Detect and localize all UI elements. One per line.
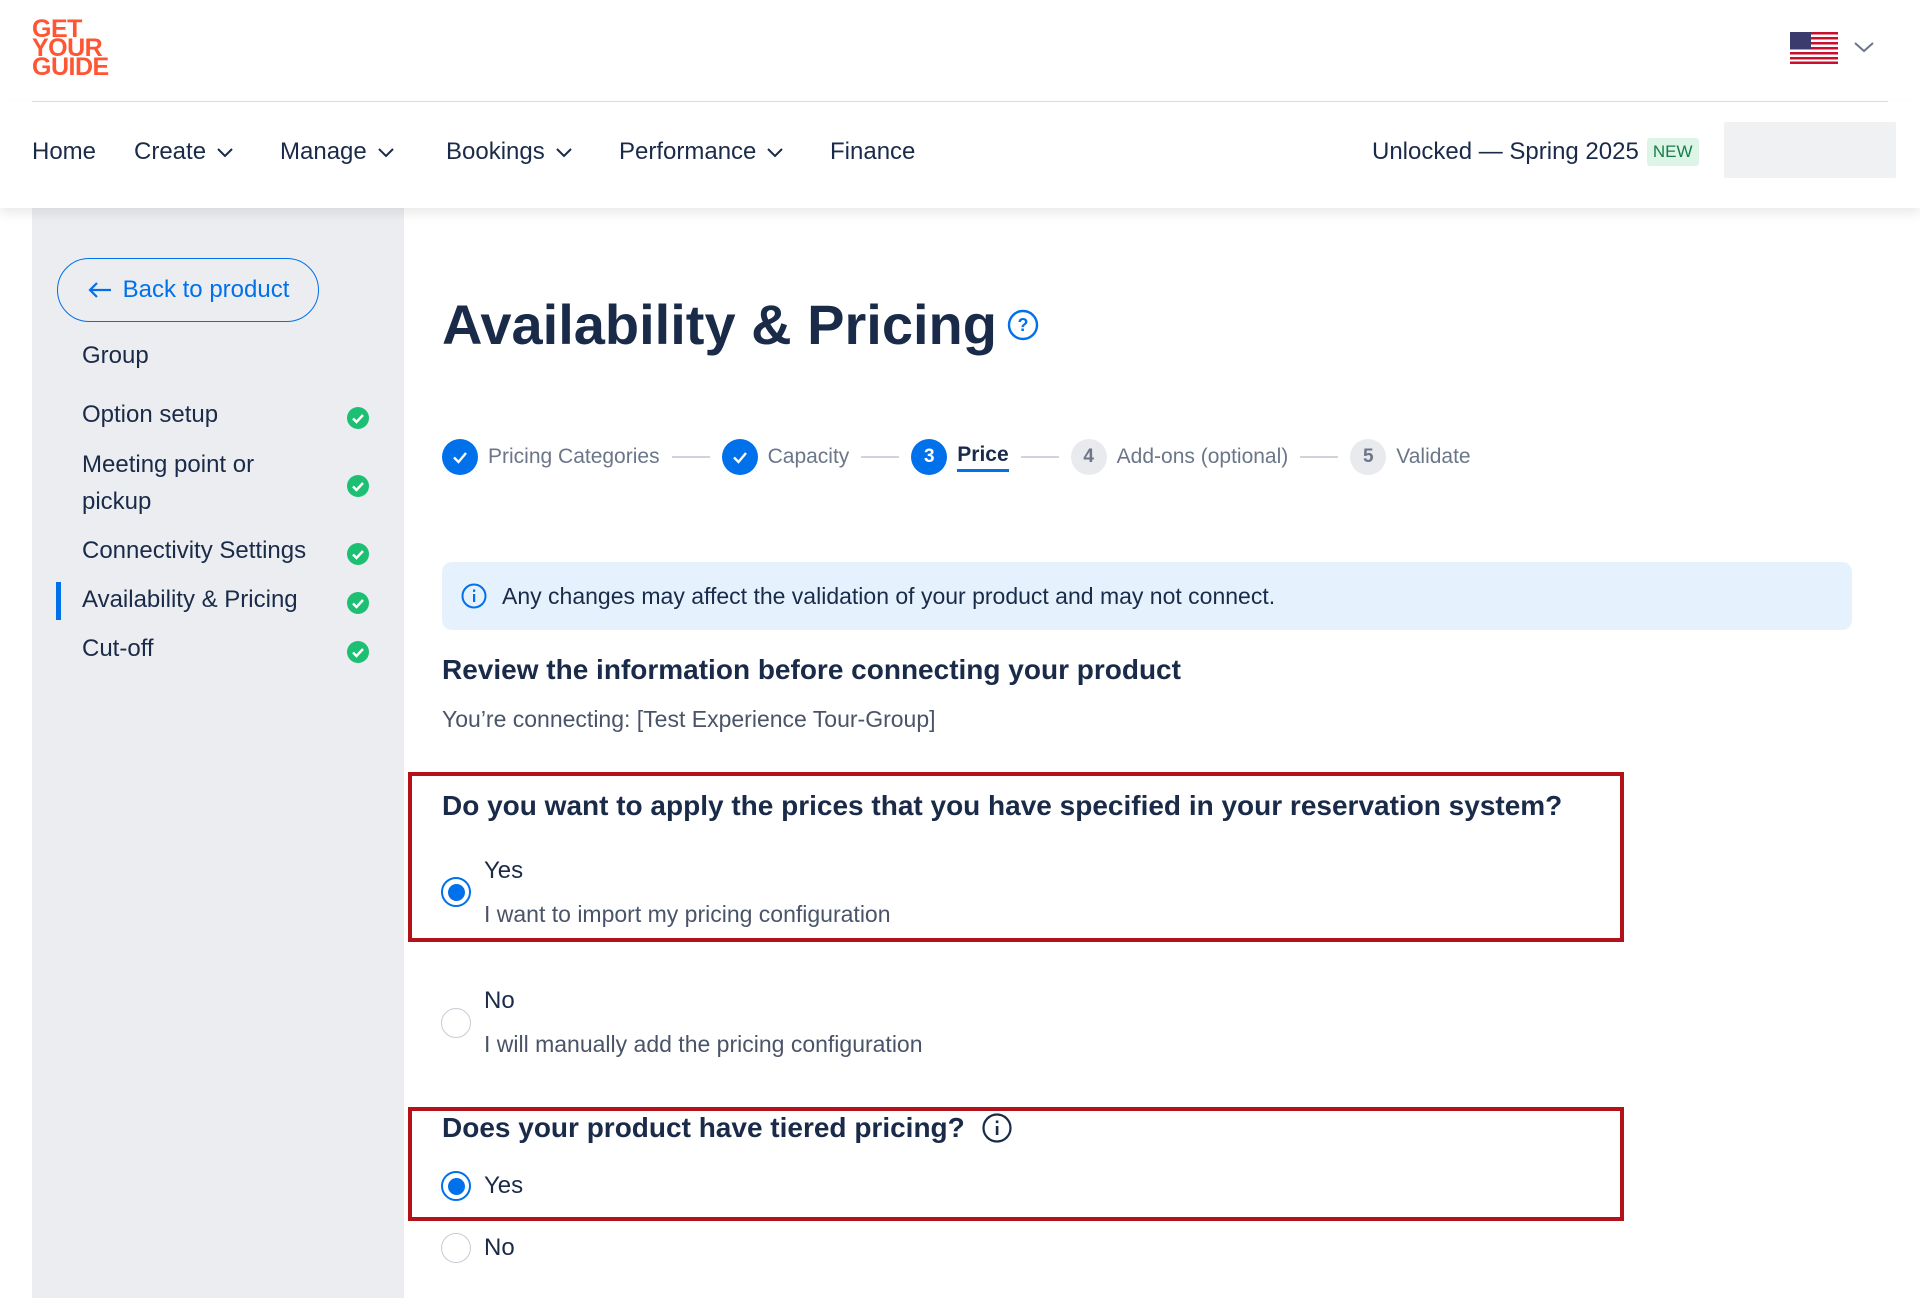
nav-manage-label: Manage	[280, 138, 367, 165]
step-label: Price	[957, 443, 1009, 472]
back-to-product-button[interactable]: Back to product	[57, 258, 319, 322]
info-alert: Any changes may affect the validation of…	[442, 562, 1852, 630]
sidebar-item-meeting-point[interactable]: Meeting point or pickup	[82, 446, 322, 520]
info-icon	[461, 583, 487, 609]
review-subtitle: You’re connecting: [Test Experience Tour…	[442, 706, 936, 732]
page-title: Availability & Pricing ?	[442, 292, 1039, 357]
step-pricing-categories[interactable]: Pricing Categories	[442, 439, 660, 475]
option-label: Yes	[484, 1172, 524, 1199]
check-icon	[721, 439, 758, 475]
nav-home[interactable]: Home	[32, 138, 96, 166]
check-circle-icon	[347, 407, 369, 429]
arrow-left-icon	[88, 282, 111, 298]
prices-yes-radio[interactable]	[441, 877, 471, 907]
step-number: 3	[911, 439, 948, 475]
step-number: 5	[1350, 439, 1387, 475]
step-price[interactable]: 3 Price	[911, 439, 1009, 475]
progress-stepper: Pricing Categories Capacity 3 Price 4 Ad…	[442, 438, 1471, 476]
chevron-down-icon	[556, 148, 572, 158]
header-divider	[32, 101, 1888, 102]
top-header: GET YOUR GUIDE	[0, 0, 1920, 102]
highlight-box	[408, 1107, 1624, 1221]
nav-bookings-label: Bookings	[446, 138, 545, 165]
check-circle-icon	[347, 641, 369, 663]
step-label: Add-ons (optional)	[1116, 445, 1289, 468]
active-indicator	[56, 582, 61, 620]
main-nav: Home Create Manage Bookings Performance …	[0, 102, 1920, 208]
step-connector	[671, 456, 710, 458]
step-label: Validate	[1396, 445, 1471, 468]
sidebar-item-label: Cut-off	[82, 635, 154, 662]
page-title-text: Availability & Pricing	[442, 293, 997, 356]
us-flag-icon[interactable]	[1790, 32, 1838, 64]
option-label: No	[484, 987, 515, 1014]
step-connector	[1300, 456, 1339, 458]
chevron-down-icon[interactable]	[1852, 38, 1876, 56]
sidebar-item-label: Connectivity Settings	[82, 537, 307, 564]
back-button-label: Back to product	[122, 276, 290, 303]
check-icon	[442, 439, 478, 475]
chevron-down-icon	[767, 148, 784, 158]
info-icon[interactable]	[981, 1112, 1013, 1144]
nav-manage[interactable]: Manage	[280, 138, 395, 166]
question-title-text: Do you want to apply the prices that you…	[442, 790, 1563, 821]
nav-bookings[interactable]: Bookings	[446, 138, 573, 166]
sidebar-item-connectivity-settings[interactable]: Connectivity Settings	[82, 532, 322, 569]
nav-performance[interactable]: Performance	[619, 138, 784, 166]
sidebar-item-label: Option setup	[82, 401, 219, 428]
nav-home-label: Home	[32, 138, 97, 165]
step-label: Pricing Categories	[488, 445, 660, 468]
tiered-yes-radio[interactable]	[441, 1171, 471, 1201]
svg-text:?: ?	[1017, 315, 1028, 335]
promo-link[interactable]: Unlocked — Spring 2025 NEW	[1372, 138, 1699, 166]
option-description: I will manually add the pricing configur…	[484, 1031, 923, 1057]
sidebar-item-label: Meeting point or pickup	[82, 451, 255, 515]
logo-line-3: GUIDE	[32, 53, 109, 81]
prices-no-radio[interactable]	[441, 1008, 471, 1038]
sidebar-item-cut-off[interactable]: Cut-off	[82, 630, 322, 667]
nav-finance[interactable]: Finance	[830, 138, 915, 166]
check-circle-icon	[347, 543, 369, 565]
getyourguide-logo[interactable]: GET YOUR GUIDE	[32, 15, 109, 81]
option-description: I want to import my pricing configuratio…	[484, 901, 891, 927]
step-connector	[1020, 456, 1059, 458]
sidebar-group-title: Group	[82, 342, 149, 369]
alert-text: Any changes may affect the validation of…	[502, 582, 1276, 609]
check-circle-icon	[347, 475, 369, 497]
step-capacity[interactable]: Capacity	[721, 439, 850, 475]
option-label: No	[484, 1234, 515, 1261]
question-tiered-title: Does your product have tiered pricing?	[442, 1112, 1013, 1144]
promo-label: Unlocked — Spring 2025	[1372, 138, 1639, 165]
sidebar-item-option-setup[interactable]: Option setup	[82, 396, 322, 433]
highlight-box	[408, 772, 1624, 942]
chevron-down-icon	[378, 148, 394, 158]
help-circle-icon[interactable]: ?	[1007, 309, 1039, 341]
tiered-no-radio[interactable]	[441, 1233, 471, 1263]
sidebar: Back to product Group Option setup Meeti…	[32, 208, 404, 1298]
nav-performance-label: Performance	[619, 138, 757, 165]
logo-line-1: GET	[32, 15, 82, 43]
review-title: Review the information before connecting…	[442, 654, 1181, 685]
nav-finance-label: Finance	[830, 138, 916, 165]
step-connector	[861, 456, 900, 458]
logo-line-2: YOUR	[32, 34, 103, 62]
step-number: 4	[1070, 439, 1107, 475]
step-label: Capacity	[767, 445, 850, 468]
step-validate[interactable]: 5 Validate	[1350, 439, 1471, 475]
question-prices-title: Do you want to apply the prices that you…	[442, 790, 1562, 822]
nav-create-label: Create	[134, 138, 207, 165]
nav-create[interactable]: Create	[134, 138, 234, 166]
chevron-down-icon	[217, 148, 233, 158]
account-menu[interactable]	[1724, 122, 1896, 178]
option-label: Yes	[484, 857, 524, 884]
sidebar-item-availability-pricing[interactable]: Availability & Pricing	[82, 581, 322, 618]
step-add-ons[interactable]: 4 Add-ons (optional)	[1070, 439, 1289, 475]
new-badge: NEW	[1646, 138, 1699, 166]
question-title-text: Does your product have tiered pricing?	[442, 1112, 965, 1143]
sidebar-item-label: Availability & Pricing	[82, 586, 298, 613]
check-circle-icon	[347, 592, 369, 614]
